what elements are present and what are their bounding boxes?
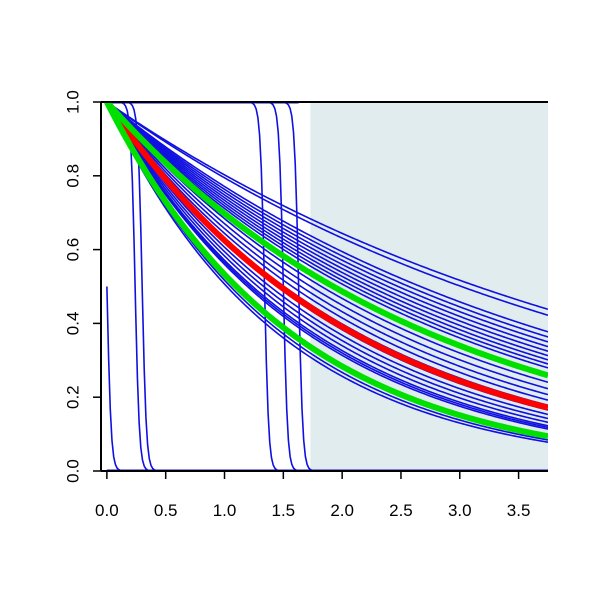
y-tick-label: 0.6 — [64, 238, 83, 262]
blue-curve — [106, 102, 548, 429]
blue-curve — [106, 102, 548, 420]
green-curve — [104, 102, 548, 379]
blue-curve — [106, 102, 548, 357]
x-tick-label: 3.0 — [448, 501, 472, 520]
blue-curve — [106, 102, 548, 401]
blue-curve — [106, 102, 548, 343]
x-tick-label: 3.5 — [507, 501, 531, 520]
plot-area — [104, 102, 548, 471]
blue-curve — [106, 102, 548, 338]
blue-curve — [106, 102, 548, 348]
y-tick-label: 0.0 — [64, 459, 83, 483]
green-curve — [104, 102, 548, 440]
blue-curve — [106, 102, 548, 352]
x-tick-label: 2.0 — [330, 501, 354, 520]
x-tick-label: 0.0 — [95, 501, 119, 520]
blue-curve — [106, 102, 548, 365]
shaded-region — [310, 102, 548, 471]
axes: 0.0 0.2 0.4 0.6 0.8 1.0 0.0 0.5 1.0 1.5 2.0 2.5 3.0 3… — [64, 90, 548, 520]
y-tick-label: 0.8 — [64, 164, 83, 188]
blue-curve — [106, 102, 548, 361]
x-tick-label: 1.5 — [272, 501, 296, 520]
x-tick-label: 0.5 — [154, 501, 178, 520]
x-tick-label: 2.5 — [389, 501, 413, 520]
blue-curve — [106, 102, 548, 390]
y-tick-label: 1.0 — [64, 90, 83, 114]
blue-curve — [106, 102, 548, 311]
blue-curve — [106, 102, 548, 416]
blue-curve — [106, 102, 548, 317]
blue-curve — [106, 102, 548, 424]
y-tick-label: 0.4 — [64, 312, 83, 336]
red-curve — [104, 102, 548, 411]
blue-curve — [106, 102, 548, 427]
y-tick-label: 0.2 — [64, 385, 83, 409]
blue-curve — [106, 102, 548, 333]
x-tick-label: 1.0 — [213, 501, 237, 520]
blue-curve — [106, 102, 548, 430]
blue-curve — [106, 102, 548, 396]
blue-curve — [106, 102, 548, 443]
